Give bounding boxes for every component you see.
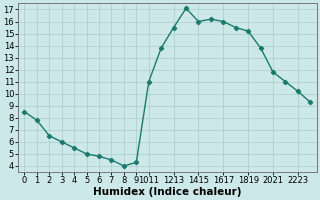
X-axis label: Humidex (Indice chaleur): Humidex (Indice chaleur): [93, 187, 242, 197]
